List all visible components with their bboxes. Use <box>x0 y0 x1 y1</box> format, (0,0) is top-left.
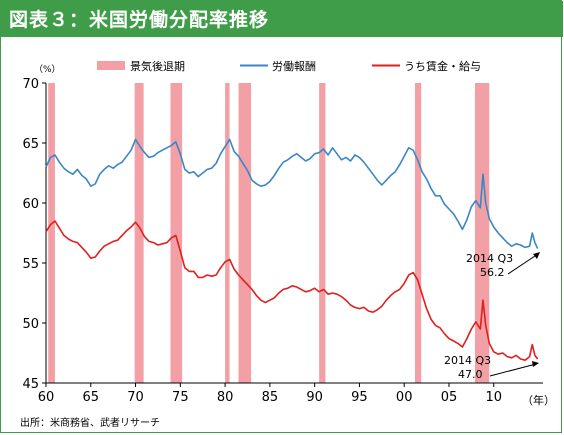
recession-band <box>48 83 55 383</box>
x-tick-label: 85 <box>262 390 279 405</box>
annotation-arrowhead <box>532 361 539 367</box>
annotation-value: 47.0 <box>458 368 483 381</box>
labor-compensation-line <box>45 138 539 249</box>
x-tick-label: 10 <box>485 390 502 405</box>
recession-band <box>474 83 490 383</box>
header-bar: 図表３：米国労働分配率推移 <box>1 1 563 37</box>
legend-recession-label: 景気後退期 <box>130 59 185 73</box>
annotation-value: 56.2 <box>480 266 505 279</box>
recession-band <box>414 83 422 383</box>
y-tick-label: 65 <box>22 137 39 152</box>
y-unit-label: （%） <box>34 64 61 75</box>
recession-band <box>170 83 183 383</box>
x-tick-label: 05 <box>441 390 458 405</box>
y-tick-label: 70 <box>22 77 39 92</box>
recession-band <box>225 83 230 383</box>
x-tick-label: 90 <box>306 390 323 405</box>
chart-title: 図表３：米国労働分配率推移 <box>9 9 270 31</box>
source-note: 出所：米商務省、武者リサーチ <box>20 418 160 429</box>
legend-recession-swatch <box>97 61 125 70</box>
wages-salaries-line <box>45 220 539 361</box>
annotation-arrowhead <box>533 252 540 259</box>
legend-wages-label: うち賃金・給与 <box>404 59 481 73</box>
y-tick-label: 45 <box>22 377 39 392</box>
recession-bands <box>48 83 490 383</box>
annotation-label: 2014 Q3 <box>466 252 513 265</box>
y-tick-label: 60 <box>22 197 39 212</box>
annotation-arrow <box>489 363 537 377</box>
legend-labor-label: 労働報酬 <box>272 59 316 73</box>
annotation-arrow <box>507 253 539 275</box>
x-tick-label: 00 <box>396 390 413 405</box>
x-tick-label: 75 <box>172 390 189 405</box>
x-tick-label: 65 <box>83 390 100 405</box>
recession-band <box>238 83 252 383</box>
y-tick-label: 55 <box>22 257 39 272</box>
y-tick-label: 50 <box>22 317 39 332</box>
x-tick-label: 80 <box>217 390 234 405</box>
legend: 景気後退期 労働報酬 うち賃金・給与 <box>97 59 481 73</box>
x-unit-label: （年） <box>522 393 555 407</box>
recession-band <box>134 83 144 383</box>
series-lines <box>45 138 539 361</box>
recession-band <box>319 83 326 383</box>
axes: 45 50 55 60 65 70 60 65 70 75 80 85 90 95 00 05 10 <box>22 77 543 405</box>
x-tick-label: 95 <box>351 390 368 405</box>
x-tick-label: 60 <box>38 390 55 405</box>
annotation-label: 2014 Q3 <box>444 354 491 367</box>
x-tick-label: 70 <box>127 390 144 405</box>
